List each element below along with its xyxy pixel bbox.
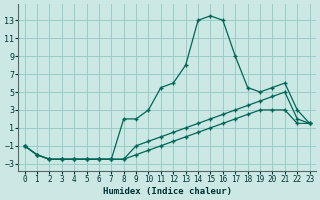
X-axis label: Humidex (Indice chaleur): Humidex (Indice chaleur) bbox=[103, 187, 232, 196]
